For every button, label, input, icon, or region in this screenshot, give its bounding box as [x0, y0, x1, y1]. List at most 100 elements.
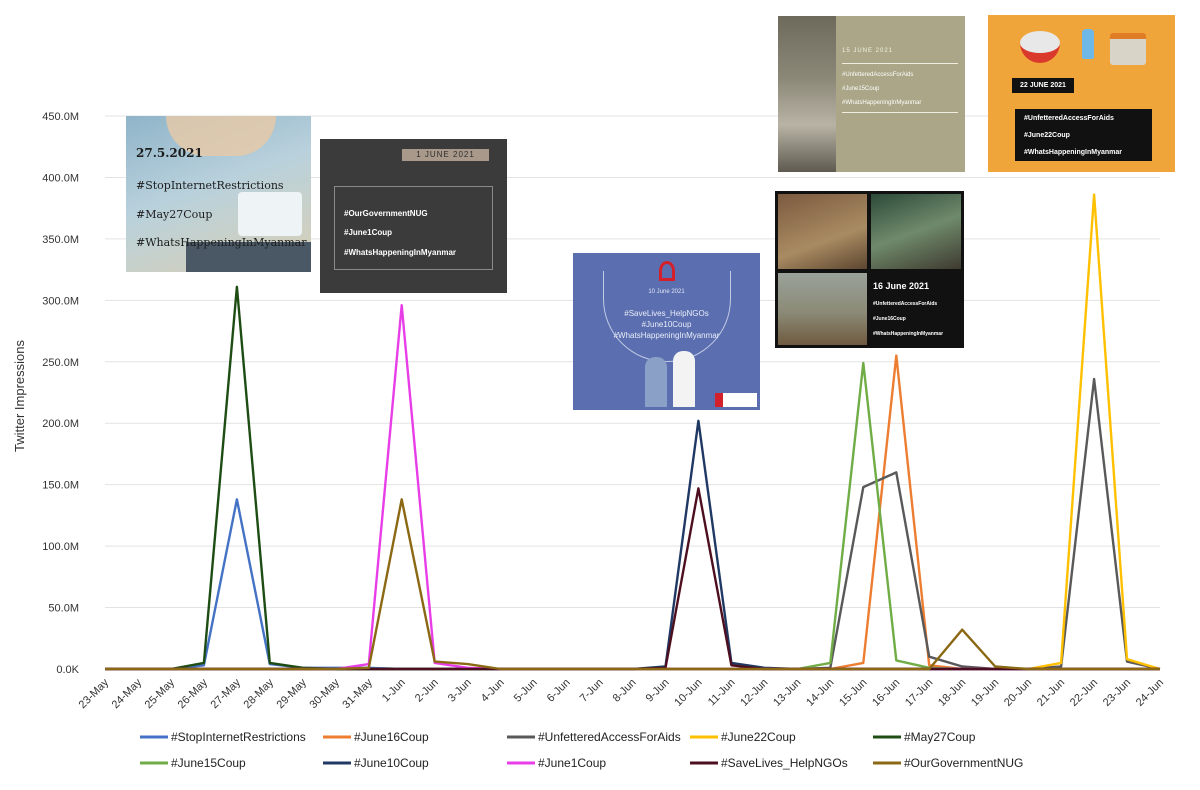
- legend-label: #June16Coup: [354, 730, 429, 744]
- x-tick-label: 30-May: [307, 676, 342, 711]
- poster-june16-tag-2: #June16Coup: [873, 316, 906, 322]
- msf-logo: [715, 393, 757, 407]
- legend-label: #June10Coup: [354, 756, 429, 770]
- x-tick-label: 22-Jun: [1068, 677, 1100, 709]
- poster-june15-rule-top: [842, 63, 958, 64]
- poster-june15-tag-2: #June15Coup: [842, 86, 880, 92]
- x-tick-label: 14-Jun: [804, 677, 836, 709]
- x-tick-label: 25-May: [143, 676, 178, 711]
- hand-illustration: [166, 116, 276, 156]
- poster-june16-photo-3: [778, 273, 867, 345]
- legend-label: #June15Coup: [171, 756, 246, 770]
- x-tick-label: 31-May: [340, 676, 375, 711]
- x-tick-label: 10-Jun: [672, 677, 704, 709]
- y-tick-label: 250.0M: [42, 357, 79, 369]
- poster-june10-date: 10 June 2021: [648, 289, 685, 295]
- legend: #StopInternetRestrictions #June16Coup #Unf…: [140, 730, 1023, 770]
- x-tick-label: 28-May: [242, 676, 277, 711]
- poster-june22: 22 JUNE 2021 #UnfetteredAccessForAids #J…: [988, 15, 1175, 172]
- x-tick-label: 13-Jun: [771, 677, 803, 709]
- poster-june22-tag-3: #WhatsHappeningInMyanmar: [1024, 149, 1123, 156]
- legend-label: #May27Coup: [904, 730, 976, 744]
- x-tick-labels: 23-May24-May25-May26-May27-May28-May29-M…: [77, 676, 1166, 711]
- x-tick-label: 2-Jun: [413, 677, 441, 705]
- y-axis-label: Twitter Impressions: [12, 340, 27, 452]
- poster-june15: 15 JUNE 2021 #UnfetteredAccessForAids #J…: [778, 16, 965, 172]
- poster-june15-tag-1: #UnfetteredAccessForAids: [842, 72, 914, 78]
- poster-june15-photo: [778, 16, 836, 172]
- x-tick-label: 12-Jun: [738, 677, 770, 709]
- x-tick-label: 19-Jun: [969, 677, 1001, 709]
- poster-june16-date: 16 June 2021: [873, 281, 930, 291]
- poster-june16: 16 June 2021 #UnfetteredAccessForAids #J…: [775, 191, 964, 348]
- poster-june15-rule-bottom: [842, 112, 958, 113]
- poster-june16-photo-1: [778, 194, 867, 269]
- x-tick-label: 11-Jun: [706, 677, 738, 709]
- legend-label: #June22Coup: [721, 730, 796, 744]
- x-tick-label: 15-Jun: [837, 677, 869, 709]
- legend-label: #StopInternetRestrictions: [171, 730, 306, 744]
- y-tick-label: 350.0M: [42, 234, 79, 246]
- legend-label: #June1Coup: [538, 756, 606, 770]
- y-tick-label: 300.0M: [42, 295, 79, 307]
- x-tick-label: 3-Jun: [446, 677, 474, 705]
- y-tick-labels: 0.0K 50.0M 100.0M 150.0M 200.0M 250.0M 300.0M 3…: [42, 111, 79, 676]
- x-tick-label: 21-Jun: [1035, 677, 1067, 709]
- poster-june22-tag-2: #June22Coup: [1024, 132, 1070, 139]
- poster-may27-tag-2: #May27Coup: [136, 208, 213, 221]
- x-tick-label: 18-Jun: [936, 677, 968, 709]
- poster-may27-tag-1: #StopInternetRestrictions: [136, 179, 284, 192]
- poster-june15-tag-3: #WhatsHappeningInMyanmar: [842, 100, 922, 106]
- poster-june16-tag-1: #UnfetteredAccessForAids: [873, 301, 938, 307]
- series-lines: [105, 193, 1161, 671]
- x-tick-label: 5-Jun: [512, 677, 540, 705]
- poster-june1: 1 JUNE 2021 #OurGovernmentNUG #June1Coup…: [320, 139, 507, 293]
- poster-june10-tag-3: #WhatsHappeningInMyanmar: [613, 331, 720, 340]
- poster-june22-date: 22 JUNE 2021: [1012, 78, 1074, 93]
- poster-june10: 10 June 2021 #SaveLives_HelpNGOs #June10…: [573, 253, 760, 410]
- x-tick-label: 26-May: [176, 676, 211, 711]
- y-tick-label: 450.0M: [42, 111, 79, 123]
- water-bottle-icon: [1082, 29, 1094, 59]
- x-tick-label: 7-Jun: [578, 677, 606, 705]
- poster-june1-date: 1 JUNE 2021: [402, 149, 489, 161]
- x-tick-label: 16-Jun: [870, 677, 902, 709]
- legend-label: #UnfetteredAccessForAids: [538, 730, 681, 744]
- x-tick-label: 24-May: [110, 676, 145, 711]
- x-tick-label: 24-Jun: [1134, 677, 1166, 709]
- poster-june16-tag-3: #WhatsHappeningInMyanmar: [873, 331, 944, 337]
- doctor-illustration: [673, 351, 695, 407]
- poster-june22-panel: [1015, 109, 1152, 161]
- poster-june10-tag-1: #SaveLives_HelpNGOs: [624, 309, 709, 318]
- x-tick-label: 29-May: [275, 676, 310, 711]
- x-tick-label: 23-Jun: [1101, 677, 1133, 709]
- y-tick-label: 100.0M: [42, 541, 79, 553]
- poster-june16-photo-2: [871, 194, 961, 269]
- x-tick-label: 27-May: [209, 676, 244, 711]
- desk-illustration: [186, 242, 311, 272]
- poster-may27: 27.5.2021 #StopInternetRestrictions #May…: [126, 116, 311, 272]
- poster-june15-date: 15 JUNE 2021: [842, 48, 894, 54]
- x-tick-label: 8-Jun: [611, 677, 639, 705]
- patient-illustration: [645, 357, 667, 407]
- poster-may27-tag-3: #WhatsHappeningInMyanmar: [136, 236, 307, 249]
- poster-june10-tag-2: #June10Coup: [641, 320, 692, 329]
- x-tick-label: 6-Jun: [545, 677, 573, 705]
- legend-label: #OurGovernmentNUG: [904, 756, 1023, 770]
- rice-bowl-icon: [1020, 31, 1060, 63]
- x-tick-label: 23-May: [77, 676, 112, 711]
- x-tick-label: 9-Jun: [644, 677, 672, 705]
- y-tick-label: 50.0M: [48, 603, 79, 615]
- medicine-icon: [1110, 33, 1146, 65]
- y-tick-label: 400.0M: [42, 172, 79, 184]
- poster-may27-date: 27.5.2021: [136, 146, 203, 160]
- x-tick-label: 4-Jun: [479, 677, 507, 705]
- poster-june22-tag-1: #UnfetteredAccessForAids: [1024, 115, 1114, 122]
- x-tick-label: 20-Jun: [1002, 677, 1034, 709]
- x-tick-label: 1-Jun: [380, 677, 408, 705]
- legend-label: #SaveLives_HelpNGOs: [721, 756, 848, 770]
- series-line-ourgovernmentnug: [105, 498, 1160, 671]
- poster-june1-frame: [334, 186, 493, 270]
